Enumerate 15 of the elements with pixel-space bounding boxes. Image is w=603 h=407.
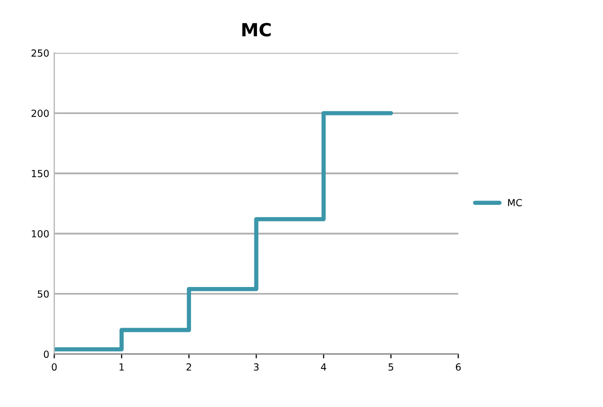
x-tick-label: 6 [456,363,461,371]
y-tick-label: 50 [38,290,49,298]
chart-title: MC [242,22,271,36]
y-tick-label: 200 [32,110,49,117]
y-tick-label: 150 [32,170,49,178]
x-tick-label: 0 [52,363,57,371]
x-tick-label: 5 [388,363,394,371]
x-tick-label: 1 [120,363,124,371]
y-tick-label: 100 [32,230,49,238]
legend-label: MC [508,198,522,206]
x-tick-label: 2 [186,363,192,371]
y-tick-label: 250 [32,49,49,57]
x-tick-label: 3 [254,363,259,371]
y-tick-label: 0 [44,350,49,358]
x-tick-label: 4 [320,363,326,371]
